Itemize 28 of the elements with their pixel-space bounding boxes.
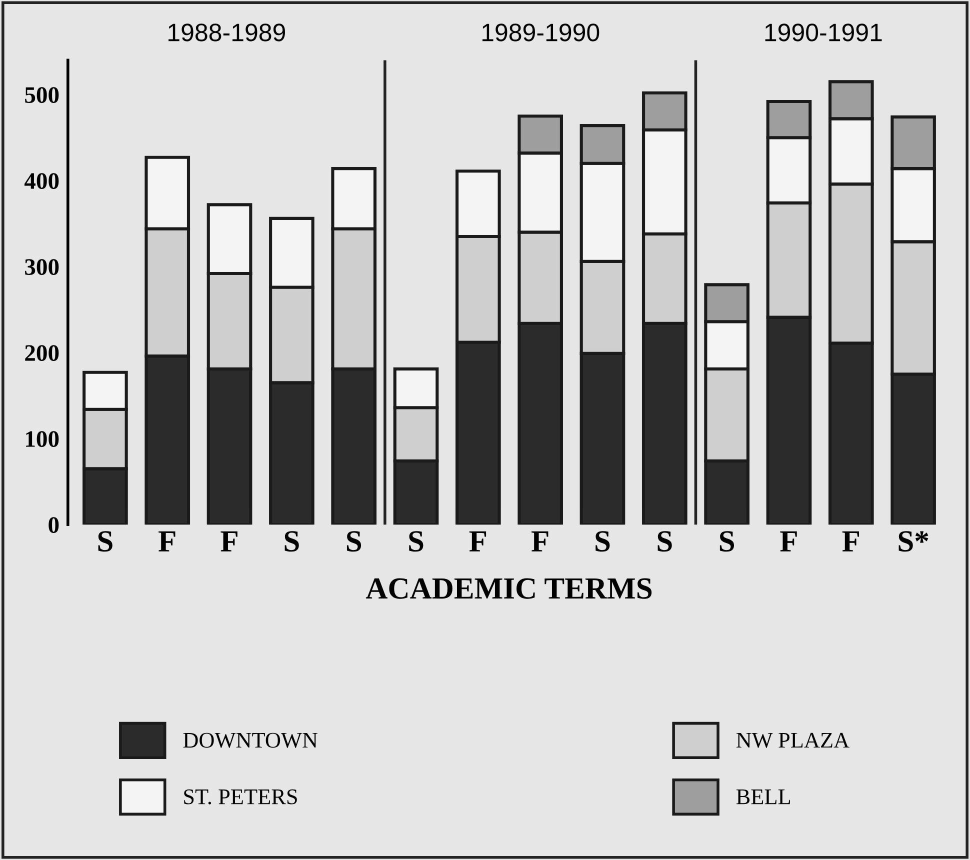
text: 1990-1991: [765, 24, 882, 42]
x-tick-label: F: [780, 531, 797, 552]
x-axis-title: ACADEMIC TERMS: [366, 578, 652, 599]
y-tick-label: 500: [25, 87, 59, 104]
x-tick-label: F: [469, 531, 486, 552]
x-tick-label: S: [284, 531, 299, 552]
y-tick-label: 0: [48, 517, 59, 534]
legend-label: ST. PETERS: [184, 789, 297, 804]
x-tick-label: F: [220, 531, 238, 552]
y-tick-label: 400: [24, 173, 59, 190]
text: 1988-1989: [168, 24, 286, 42]
legend-label: BELL: [736, 790, 790, 804]
text: 1989-1990: [482, 24, 600, 42]
x-tick-label: S: [720, 531, 734, 552]
x-tick-label: F: [842, 531, 860, 552]
x-tick-label: S*: [898, 531, 928, 552]
legend-label: NW PLAZA: [736, 732, 850, 748]
x-tick-label: F: [532, 531, 548, 552]
y-tick-label: 100: [26, 431, 59, 448]
x-tick-label: S: [596, 531, 610, 552]
x-tick-label: S: [409, 531, 424, 552]
y-tick-label: 200: [25, 345, 59, 362]
legend-label: DOWNTOWN: [183, 732, 318, 748]
y-tick-label: 300: [25, 259, 59, 276]
x-tick-label: F: [158, 531, 176, 552]
x-tick-label: S: [346, 531, 362, 552]
x-tick-label: S: [658, 531, 672, 552]
x-tick-label: S: [98, 531, 112, 552]
